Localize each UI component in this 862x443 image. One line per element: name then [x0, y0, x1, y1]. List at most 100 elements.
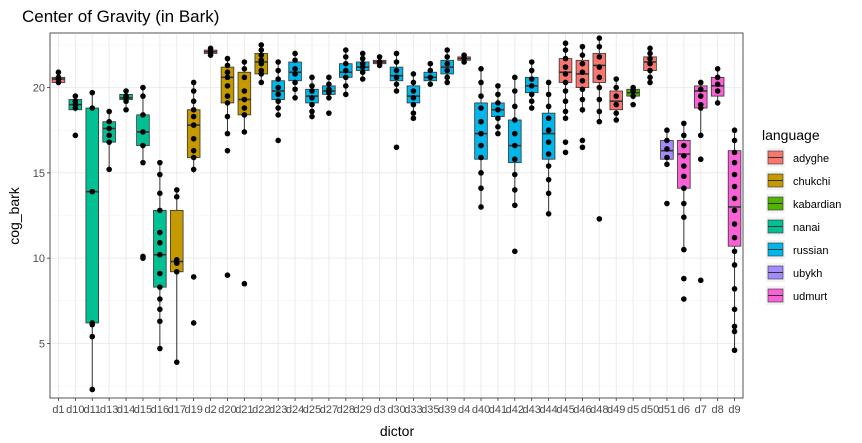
data-point — [596, 64, 603, 70]
data-point — [630, 88, 636, 94]
data-point — [241, 280, 248, 287]
data-point — [309, 88, 315, 94]
x-tick-label: d25 — [303, 404, 321, 416]
data-point — [173, 260, 180, 267]
data-point — [393, 144, 400, 151]
data-point — [123, 98, 129, 105]
data-point — [512, 202, 518, 209]
data-point — [731, 137, 738, 144]
data-point — [495, 130, 501, 137]
data-point — [647, 55, 653, 62]
data-point — [647, 60, 653, 67]
data-point — [731, 159, 738, 166]
data-point — [579, 60, 586, 67]
data-point — [157, 229, 163, 236]
data-point — [309, 113, 315, 120]
data-point — [275, 84, 281, 91]
data-point — [562, 115, 569, 122]
data-point — [697, 156, 704, 163]
data-point — [545, 127, 552, 134]
data-point — [140, 159, 146, 166]
y-tick-label: 5 — [39, 338, 45, 350]
data-point — [596, 54, 603, 60]
x-tick-label: d39 — [438, 404, 456, 416]
data-point — [55, 79, 62, 86]
data-point — [697, 79, 704, 86]
x-tick-label: d7 — [695, 404, 707, 416]
data-point — [241, 105, 248, 111]
data-point — [106, 166, 112, 173]
data-point — [427, 67, 434, 74]
data-point — [579, 137, 586, 144]
data-point — [579, 96, 586, 103]
data-point — [681, 214, 687, 221]
data-point — [190, 274, 197, 280]
data-point — [664, 200, 670, 207]
data-point — [275, 76, 281, 82]
data-point — [376, 54, 383, 60]
data-point — [393, 74, 400, 81]
data-point — [106, 108, 112, 115]
data-point — [528, 76, 535, 82]
data-point — [326, 81, 332, 87]
data-point — [342, 54, 349, 60]
data-point — [89, 105, 96, 111]
legend-label: udmurt — [793, 291, 827, 303]
data-point — [512, 142, 518, 149]
data-point — [190, 320, 197, 326]
data-point — [190, 113, 197, 120]
data-point — [697, 132, 704, 139]
data-point — [359, 76, 366, 82]
y-axis-title: cog_bark — [6, 186, 22, 245]
x-tick-label: d28 — [337, 404, 355, 416]
data-point — [258, 60, 265, 67]
data-point — [495, 124, 501, 130]
box-iqr — [541, 112, 556, 160]
data-point — [140, 84, 146, 91]
data-point — [224, 62, 231, 69]
data-point — [190, 122, 197, 128]
x-tick-label: d14 — [117, 404, 135, 416]
data-point — [562, 88, 569, 94]
data-point — [731, 347, 738, 354]
data-point — [714, 88, 721, 94]
legend-label: kabardian — [793, 199, 841, 211]
data-point — [241, 66, 248, 72]
x-tick-label: d11 — [83, 404, 101, 416]
data-point — [664, 137, 670, 144]
data-point — [647, 45, 653, 52]
data-point — [512, 187, 518, 193]
data-point — [342, 91, 349, 98]
chart-title: Center of Gravity (in Bark) — [22, 7, 219, 26]
x-tick-label: d35 — [421, 404, 439, 416]
data-point — [579, 144, 586, 151]
data-point — [326, 110, 332, 116]
data-point — [241, 112, 248, 118]
data-point — [309, 83, 315, 89]
data-point — [681, 163, 687, 169]
data-point — [410, 79, 417, 86]
x-tick-label: d21 — [235, 404, 253, 416]
data-point — [427, 60, 434, 67]
x-tick-label: d1 — [52, 404, 64, 416]
data-point — [681, 185, 687, 192]
data-point — [342, 47, 349, 53]
data-point — [647, 79, 653, 86]
data-point — [207, 52, 214, 58]
data-point — [478, 66, 484, 72]
x-tick-label: d9 — [728, 404, 740, 416]
data-point — [664, 154, 670, 161]
x-tick-label: d43 — [523, 404, 541, 416]
data-point — [224, 130, 231, 137]
x-tick-label: d50 — [641, 404, 659, 416]
data-point — [359, 69, 366, 76]
data-point — [140, 93, 146, 99]
legend-label: russian — [793, 245, 828, 257]
data-point — [393, 88, 400, 94]
data-point — [157, 251, 163, 258]
data-point — [224, 93, 231, 99]
data-point — [478, 105, 484, 111]
data-point — [731, 195, 738, 202]
data-point — [190, 88, 197, 94]
